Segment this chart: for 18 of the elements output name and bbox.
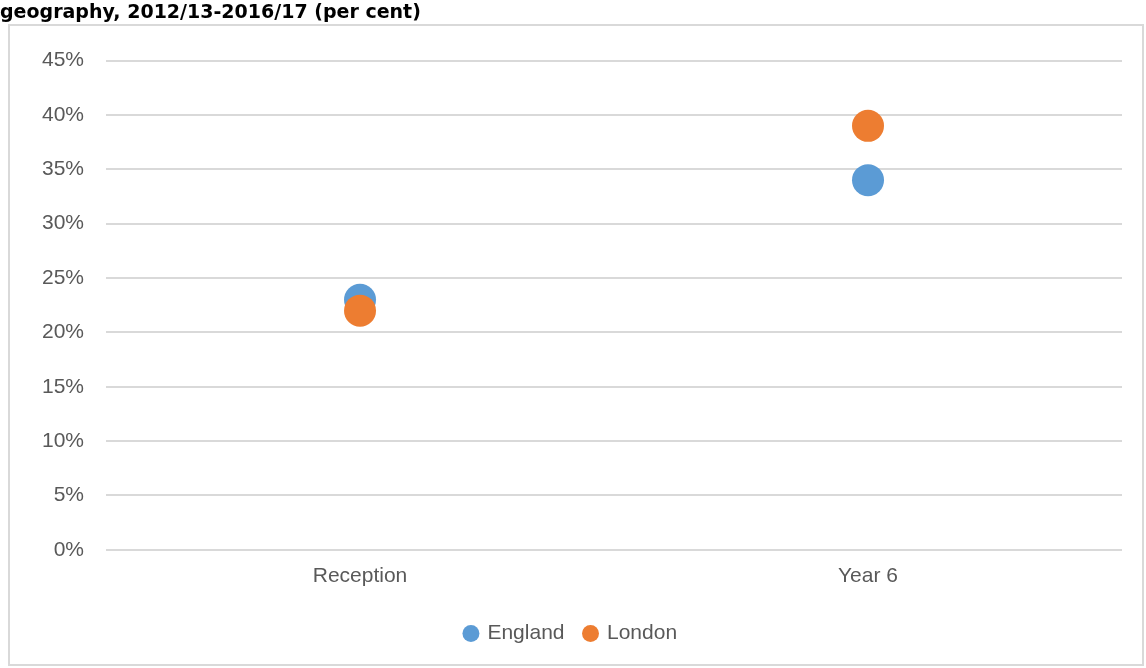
- y-tick-label: 40%: [42, 101, 85, 125]
- y-tick-label: 35%: [42, 156, 85, 180]
- point: [852, 164, 885, 197]
- legend-label: London: [607, 620, 678, 644]
- y-tick-label: 5%: [53, 482, 85, 506]
- y-tick-label: 45%: [42, 47, 85, 71]
- y-tick-label: 25%: [42, 264, 85, 288]
- chart-title: geography, 2012/13-2016/17 (per cent): [0, 0, 421, 22]
- x-tick-label: Year 6: [838, 563, 898, 587]
- point: [852, 109, 885, 142]
- y-tick-label: 15%: [42, 373, 85, 397]
- y-tick-label: 0%: [53, 536, 85, 560]
- x-tick-label: Reception: [312, 563, 408, 587]
- point: [344, 294, 377, 327]
- y-tick-label: 10%: [42, 427, 85, 451]
- y-tick-label: 30%: [42, 210, 85, 234]
- legend-label: England: [487, 620, 565, 644]
- y-tick-label: 20%: [42, 319, 85, 343]
